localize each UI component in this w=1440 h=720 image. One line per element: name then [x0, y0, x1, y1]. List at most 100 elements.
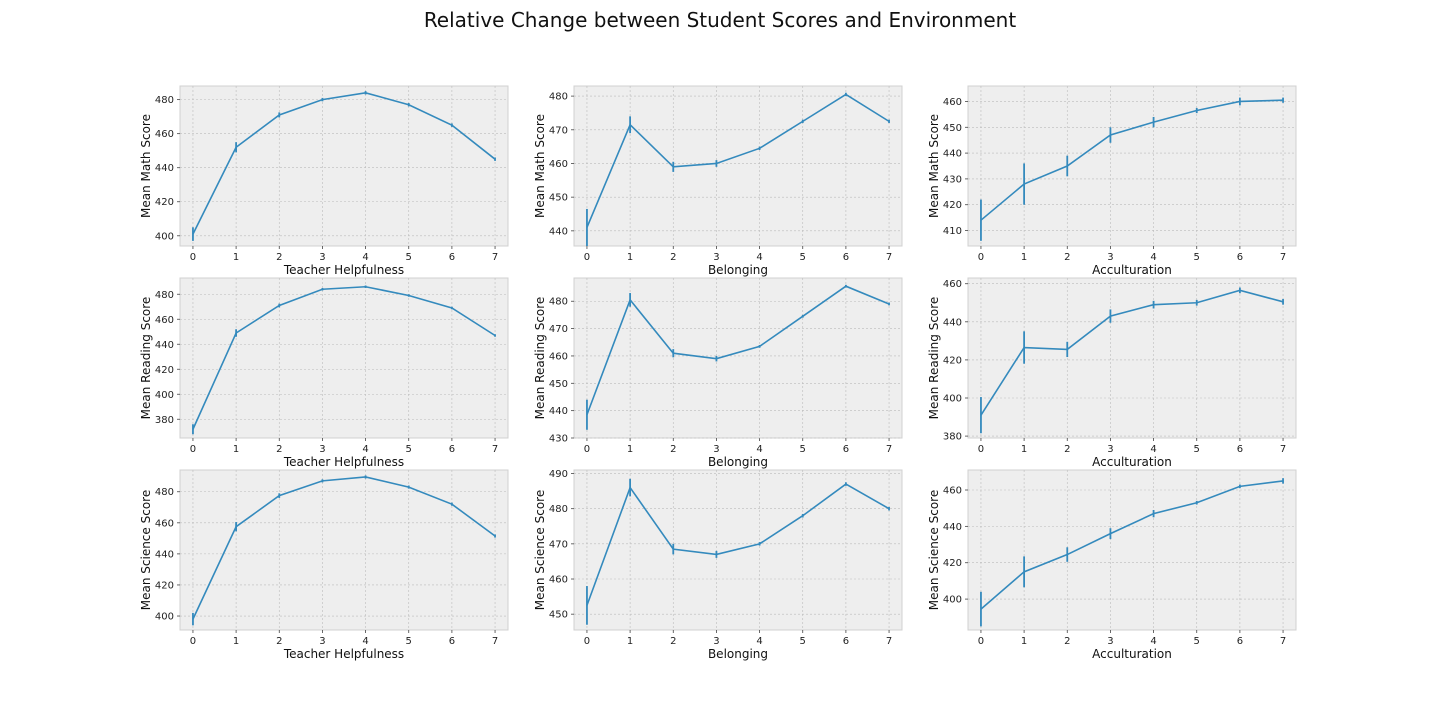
- y-tick-label: 460: [943, 279, 962, 290]
- y-tick-label: 470: [549, 539, 568, 550]
- series-line: [586, 93, 890, 228]
- y-axis-label: Mean Math Score: [927, 114, 941, 218]
- x-tick-label: 6: [1237, 444, 1243, 455]
- x-tick-label: 1: [627, 444, 633, 455]
- y-tick-label: 400: [155, 390, 174, 401]
- y-tick-label: 460: [549, 159, 568, 170]
- x-tick-label: 0: [978, 636, 984, 647]
- x-tick-label: 2: [670, 444, 676, 455]
- x-tick-label: 4: [362, 636, 368, 647]
- x-tick-label: 4: [1150, 444, 1156, 455]
- plot-area: [179, 277, 509, 439]
- x-tick-label: 5: [1194, 636, 1200, 647]
- x-tick-label: 4: [1150, 252, 1156, 263]
- x-tick-label: 0: [190, 636, 196, 647]
- x-tick-label: 1: [1021, 252, 1027, 263]
- x-tick-label: 6: [449, 444, 455, 455]
- y-tick-label: 480: [549, 92, 568, 103]
- x-tick-label: 7: [492, 636, 498, 647]
- x-tick-label: 3: [1107, 636, 1113, 647]
- x-tick-label: 6: [449, 636, 455, 647]
- y-tick-label: 380: [943, 432, 962, 443]
- y-tick-label: 470: [549, 324, 568, 335]
- y-tick-label: 410: [943, 226, 962, 237]
- x-tick-label: 4: [756, 636, 762, 647]
- y-tick-label: 440: [155, 163, 174, 174]
- x-tick-label: 0: [584, 252, 590, 263]
- x-axis-label: Teacher Helpfulness: [283, 647, 404, 661]
- x-axis-label: Belonging: [708, 263, 768, 277]
- series-line: [980, 480, 1284, 610]
- x-tick-label: 3: [1107, 252, 1113, 263]
- y-tick-label: 430: [943, 174, 962, 185]
- y-tick-label: 470: [549, 125, 568, 136]
- y-tick-label: 450: [943, 123, 962, 134]
- y-tick-label: 400: [155, 612, 174, 623]
- x-tick-label: 0: [584, 444, 590, 455]
- plot-area: [573, 277, 903, 439]
- plot-area: [967, 277, 1297, 439]
- x-tick-label: 5: [800, 252, 806, 263]
- subplot-1: 0 1 2 3 4 5 6 7 440 450 460 470 480 Belonging Mean Mat…: [533, 85, 903, 277]
- x-tick-label: 7: [492, 252, 498, 263]
- y-tick-label: 460: [155, 518, 174, 529]
- x-tick-label: 0: [190, 444, 196, 455]
- x-tick-label: 1: [1021, 444, 1027, 455]
- plot-area: [967, 85, 1297, 247]
- y-axis-label: Mean Science Score: [533, 490, 547, 610]
- subplot-5: 0 1 2 3 4 5 6 7 380 400 420 440 460 Acculturation Mean…: [927, 277, 1297, 469]
- x-tick-label: 1: [233, 636, 239, 647]
- x-tick-label: 3: [319, 252, 325, 263]
- x-tick-label: 6: [449, 252, 455, 263]
- x-axis-label: Belonging: [708, 647, 768, 661]
- x-tick-label: 3: [319, 636, 325, 647]
- y-tick-label: 450: [549, 193, 568, 204]
- x-tick-label: 7: [1280, 444, 1286, 455]
- x-tick-label: 4: [756, 444, 762, 455]
- y-tick-label: 460: [155, 129, 174, 140]
- y-tick-label: 480: [155, 290, 174, 301]
- x-tick-label: 7: [492, 444, 498, 455]
- x-tick-label: 1: [627, 252, 633, 263]
- x-tick-label: 1: [233, 252, 239, 263]
- x-axis-label: Acculturation: [1092, 263, 1172, 277]
- subplot-8: 0 1 2 3 4 5 6 7 400 420 440 460 Acculturation Mean Sc…: [927, 469, 1297, 661]
- x-tick-label: 3: [713, 252, 719, 263]
- x-tick-label: 7: [1280, 252, 1286, 263]
- y-tick-label: 460: [155, 315, 174, 326]
- y-tick-label: 480: [549, 297, 568, 308]
- x-tick-label: 2: [276, 444, 282, 455]
- x-tick-label: 7: [886, 444, 892, 455]
- x-tick-label: 4: [362, 252, 368, 263]
- y-tick-label: 440: [943, 317, 962, 328]
- series-line: [192, 285, 496, 430]
- plot-area: [573, 469, 903, 631]
- subplot-0: 0 1 2 3 4 5 6 7 400 420 440 460 480 Teacher Helpfulne…: [139, 85, 509, 277]
- y-axis-label: Mean Reading Score: [139, 297, 153, 420]
- plot-area: [179, 469, 509, 631]
- plot-area: [573, 85, 903, 247]
- y-tick-label: 460: [943, 486, 962, 497]
- figure-title: Relative Change between Student Scores a…: [423, 8, 1017, 32]
- x-tick-label: 6: [843, 444, 849, 455]
- x-tick-label: 2: [1064, 636, 1070, 647]
- plot-area: [179, 85, 509, 247]
- subplot-7: 0 1 2 3 4 5 6 7 450 460 470 480 490 Belonging Mean Sci…: [533, 469, 903, 661]
- y-tick-label: 450: [549, 379, 568, 390]
- x-tick-label: 6: [1237, 252, 1243, 263]
- series-line: [586, 483, 890, 606]
- series-line: [980, 99, 1284, 221]
- x-axis-label: Teacher Helpfulness: [283, 455, 404, 469]
- x-tick-label: 0: [978, 252, 984, 263]
- x-axis-label: Belonging: [708, 455, 768, 469]
- x-tick-label: 4: [362, 444, 368, 455]
- y-tick-label: 380: [155, 415, 174, 426]
- y-tick-label: 490: [549, 469, 568, 480]
- x-tick-label: 0: [978, 444, 984, 455]
- x-tick-label: 7: [1280, 636, 1286, 647]
- subplot-4: 0 1 2 3 4 5 6 7 430 440 450 460 470 480 Belonging Mean …: [533, 277, 903, 469]
- subplot-2: 0 1 2 3 4 5 6 7 410 420 430 440 450 460 Acculturation M…: [927, 85, 1297, 277]
- subplot-3: 0 1 2 3 4 5 6 7 380 400 420 440 460 480 Teacher Helpfu…: [139, 277, 509, 469]
- x-tick-label: 5: [800, 444, 806, 455]
